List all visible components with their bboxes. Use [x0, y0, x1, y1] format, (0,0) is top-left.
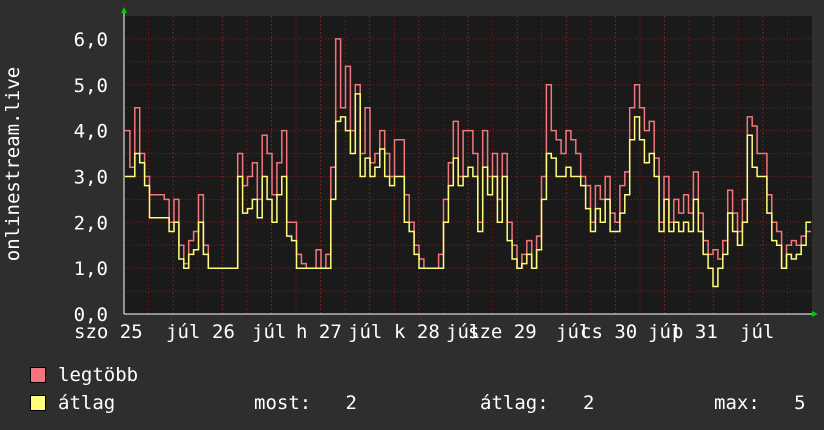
y-tick-label: 5,0	[74, 75, 108, 97]
stat-maximum: max: 5	[714, 392, 806, 414]
x-tick-label: júl	[166, 321, 200, 343]
y-tick-label: 3,0	[74, 166, 108, 188]
y-tick-label: 2,0	[74, 212, 108, 234]
legend-item-atlag: átlag	[30, 392, 115, 414]
x-tick-label: h 27	[296, 321, 342, 343]
legend-item-legtobb: legtöbb	[30, 364, 138, 386]
x-axis-arrow	[812, 311, 818, 317]
x-tick-label: sze 29	[468, 321, 537, 343]
y-axis-label: onlinestream.live	[2, 67, 24, 261]
y-tick-label: 1,0	[74, 258, 108, 280]
stat-average: átlag: 2	[480, 392, 595, 414]
y-axis-arrow	[121, 7, 127, 13]
x-tick-label: júl	[252, 321, 286, 343]
y-tick-label: 6,0	[74, 29, 108, 51]
x-tick-label: cs 30	[580, 321, 637, 343]
x-tick-label: júl	[446, 321, 480, 343]
x-tick-label: szo 25	[74, 321, 143, 343]
x-tick-label: p 31	[672, 321, 718, 343]
y-tick-labels: 0,0 1,0 2,0 3,0 4,0 5,0 6,0	[74, 29, 108, 326]
x-tick-label: júl	[348, 321, 382, 343]
y-tick-label: 4,0	[74, 121, 108, 143]
stat-current: most: 2	[254, 392, 357, 414]
x-tick-label: júl	[556, 321, 590, 343]
x-tick-label: 26	[212, 321, 235, 343]
series-line-atlag	[125, 93, 811, 288]
legend-swatch-atlag	[30, 395, 46, 411]
legend-label-legtobb: legtöbb	[58, 364, 139, 386]
y-tick-label: 0,0	[74, 304, 108, 326]
x-tick-label: k 28	[394, 321, 440, 343]
legend-swatch-legtobb	[30, 367, 46, 383]
legend-label-atlag: átlag	[58, 392, 116, 414]
x-tick-label: júl	[740, 321, 774, 343]
x-tick-label: júl	[648, 321, 682, 343]
